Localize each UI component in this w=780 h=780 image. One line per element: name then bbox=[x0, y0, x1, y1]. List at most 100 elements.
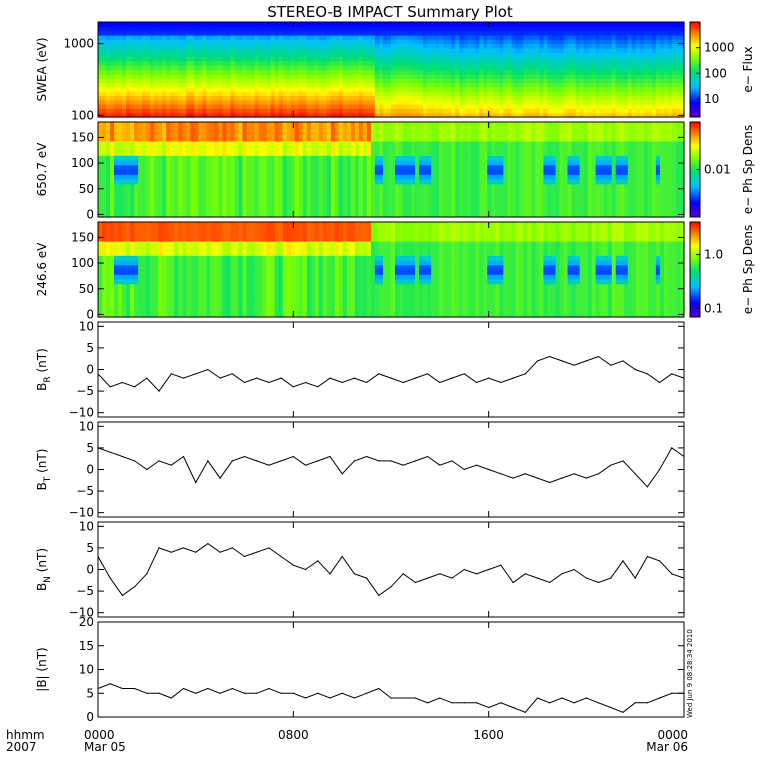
heat-cell bbox=[547, 65, 553, 71]
heat-cell bbox=[334, 73, 340, 79]
heat-cell bbox=[499, 34, 504, 40]
heat-cell bbox=[378, 122, 384, 128]
heat-cell bbox=[391, 150, 396, 156]
heat-cell bbox=[507, 52, 513, 58]
heat-cell bbox=[138, 86, 143, 92]
heat-cell bbox=[571, 78, 577, 84]
heat-cell bbox=[146, 86, 151, 92]
heat-cell bbox=[114, 34, 119, 40]
heat-cell bbox=[619, 30, 625, 36]
heat-cell bbox=[399, 131, 404, 137]
heat-cell bbox=[551, 108, 557, 114]
heat-cell bbox=[499, 86, 504, 92]
heat-cell bbox=[294, 73, 300, 79]
heat-cell bbox=[230, 91, 236, 97]
heat-cell bbox=[266, 30, 272, 36]
heat-cell bbox=[258, 179, 264, 185]
heat-cell bbox=[499, 56, 504, 62]
heat-cell bbox=[102, 155, 107, 161]
heat-cell bbox=[302, 202, 308, 209]
heat-cell bbox=[286, 82, 292, 88]
heat-cell bbox=[282, 108, 288, 114]
heat-cell bbox=[346, 82, 352, 88]
heat-cell bbox=[471, 30, 476, 36]
heat-cell bbox=[515, 43, 521, 49]
heat-cell bbox=[310, 65, 316, 71]
heat-cell bbox=[326, 43, 332, 49]
heat-cell bbox=[655, 95, 661, 101]
heat-cell bbox=[663, 60, 669, 66]
heat-cell bbox=[342, 56, 348, 62]
heat-cell bbox=[214, 169, 220, 175]
heat-cell bbox=[631, 112, 637, 118]
heat-cell bbox=[623, 69, 629, 75]
heat-cell bbox=[499, 26, 504, 32]
heat-cell bbox=[234, 30, 240, 36]
heat-cell bbox=[415, 207, 420, 213]
heat-cell bbox=[667, 91, 673, 97]
heat-cell bbox=[563, 82, 569, 88]
heat-cell bbox=[162, 95, 167, 101]
heat-cell bbox=[214, 212, 220, 218]
heat-cell bbox=[130, 60, 135, 66]
heat-cell bbox=[318, 160, 324, 166]
heat-cell bbox=[431, 112, 436, 118]
heat-cell bbox=[407, 99, 412, 105]
heat-cell bbox=[318, 30, 324, 36]
heat-cell bbox=[567, 104, 573, 109]
heat-cell bbox=[503, 39, 508, 45]
heat-cell bbox=[194, 69, 199, 75]
heat-cell bbox=[150, 69, 155, 75]
heat-cell bbox=[166, 30, 171, 36]
heat-cell bbox=[427, 164, 432, 171]
heat-cell bbox=[102, 65, 107, 71]
heat-cell bbox=[198, 193, 203, 199]
heat-cell bbox=[106, 150, 111, 156]
heat-cell bbox=[647, 43, 653, 49]
heat-cell bbox=[162, 179, 167, 185]
heat-cell bbox=[210, 86, 215, 92]
heat-cell bbox=[170, 193, 175, 199]
heat-cell bbox=[391, 193, 396, 199]
heat-cell bbox=[386, 34, 392, 40]
heat-cell bbox=[342, 136, 348, 142]
heat-cell bbox=[210, 212, 215, 218]
heat-cell bbox=[274, 82, 280, 88]
heat-cell bbox=[427, 65, 432, 71]
heat-cell bbox=[463, 47, 468, 53]
heat-cell bbox=[399, 43, 404, 49]
heat-cell bbox=[250, 34, 256, 40]
heat-cell bbox=[535, 47, 541, 53]
heat-cell bbox=[435, 108, 440, 114]
heat-cell bbox=[619, 65, 625, 71]
heat-cell bbox=[350, 60, 356, 66]
heat-cell bbox=[475, 82, 480, 88]
heat-cell bbox=[559, 108, 565, 114]
heat-cell bbox=[238, 78, 244, 84]
heat-cell bbox=[571, 65, 577, 71]
heat-cell bbox=[435, 104, 440, 109]
heat-cell bbox=[346, 22, 352, 27]
heat-cell bbox=[242, 112, 248, 118]
heat-cell bbox=[234, 91, 240, 97]
heat-cell bbox=[230, 126, 236, 133]
heat-cell bbox=[194, 34, 199, 40]
heat-cell bbox=[595, 26, 601, 32]
heat-cell bbox=[246, 145, 252, 152]
heat-cell bbox=[659, 86, 665, 92]
heat-cell bbox=[310, 126, 316, 133]
heat-cell bbox=[142, 112, 147, 118]
heat-cell bbox=[250, 136, 256, 142]
heat-cell bbox=[378, 188, 384, 194]
heat-cell bbox=[118, 136, 123, 142]
heat-cell bbox=[246, 26, 252, 32]
heat-cell bbox=[318, 112, 324, 118]
heat-cell bbox=[270, 188, 276, 194]
heat-cell bbox=[206, 82, 211, 88]
heat-cell bbox=[230, 69, 236, 75]
heat-cell bbox=[595, 30, 601, 36]
heat-cell bbox=[162, 108, 167, 114]
heat-cell bbox=[619, 34, 625, 40]
heat-cell bbox=[342, 22, 348, 27]
heat-cell bbox=[222, 188, 228, 194]
